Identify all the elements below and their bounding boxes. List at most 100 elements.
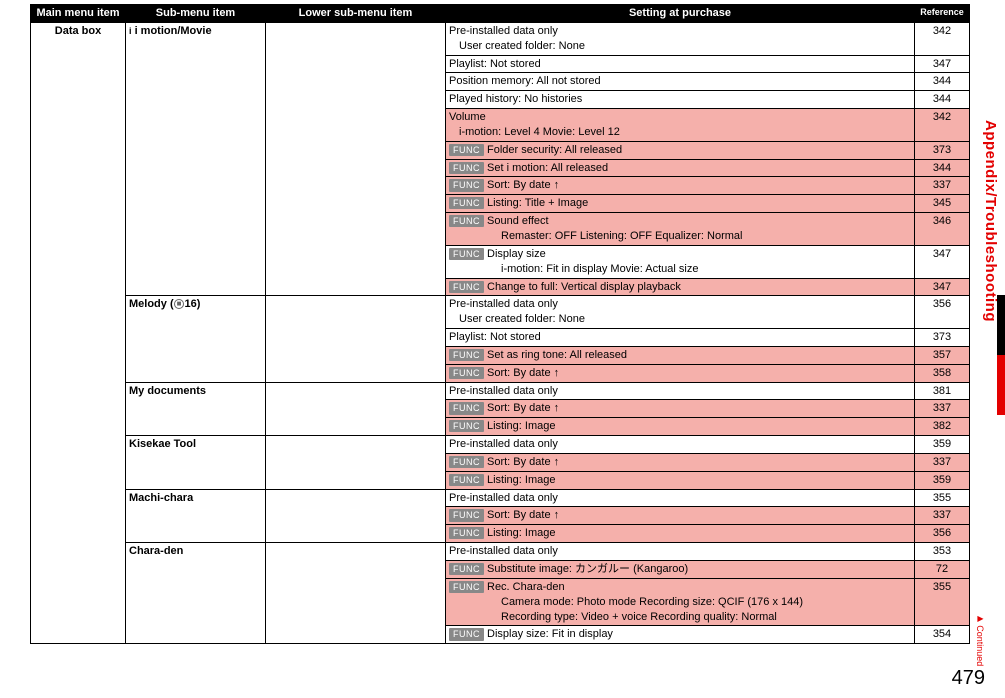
setting-cell: FUNCFolder security: All released <box>446 141 915 159</box>
setting-cell: Playlist: Not stored <box>446 55 915 73</box>
func-icon: FUNC <box>449 581 484 593</box>
reference-cell: 354 <box>915 626 970 644</box>
func-icon: FUNC <box>449 367 484 379</box>
func-icon: FUNC <box>449 420 484 432</box>
lower-sub-menu-cell <box>266 436 446 490</box>
header-set: Setting at purchase <box>446 5 915 23</box>
setting-cell: Position memory: All not stored <box>446 73 915 91</box>
setting-cell: Pre-installed data onlyUser created fold… <box>446 296 915 329</box>
setting-cell: Playlist: Not stored <box>446 329 915 347</box>
sub-menu-cell: Chara-den <box>126 543 266 644</box>
header-ref: Reference <box>915 5 970 23</box>
setting-cell: FUNCSort: By date ↑ <box>446 177 915 195</box>
setting-cell: FUNCSort: By date ↑ <box>446 453 915 471</box>
reference-cell: 337 <box>915 177 970 195</box>
main-menu-cell: Data box <box>31 22 126 643</box>
setting-cell: FUNCListing: Image <box>446 471 915 489</box>
func-icon: FUNC <box>449 509 484 521</box>
reference-cell: 342 <box>915 22 970 55</box>
reference-cell: 345 <box>915 195 970 213</box>
setting-cell: FUNCSet i motion: All released <box>446 159 915 177</box>
reference-cell: 356 <box>915 296 970 329</box>
page-number: 479 <box>952 667 985 690</box>
table-row: My documentsPre-installed data only381 <box>31 382 970 400</box>
reference-cell: 353 <box>915 543 970 561</box>
reference-cell: 337 <box>915 507 970 525</box>
func-icon: FUNC <box>449 349 484 361</box>
lower-sub-menu-cell <box>266 543 446 644</box>
func-icon: FUNC <box>449 162 484 174</box>
side-accent-red <box>997 355 1005 415</box>
table-row: Chara-denPre-installed data only353 <box>31 543 970 561</box>
setting-cell: Pre-installed data only <box>446 489 915 507</box>
reference-cell: 342 <box>915 109 970 142</box>
reference-cell: 337 <box>915 453 970 471</box>
setting-cell: FUNCChange to full: Vertical display pla… <box>446 278 915 296</box>
reference-cell: 344 <box>915 73 970 91</box>
setting-cell: Pre-installed data only <box>446 543 915 561</box>
table-row: Kisekae ToolPre-installed data only359 <box>31 436 970 454</box>
func-icon: FUNC <box>449 197 484 209</box>
sub-menu-cell: Kisekae Tool <box>126 436 266 490</box>
reference-cell: 355 <box>915 489 970 507</box>
setting-cell: FUNCListing: Image <box>446 418 915 436</box>
reference-cell: 373 <box>915 329 970 347</box>
header-low: Lower sub-menu item <box>266 5 446 23</box>
lower-sub-menu-cell <box>266 382 446 436</box>
setting-cell: FUNCListing: Image <box>446 525 915 543</box>
table-row: Melody (■16)Pre-installed data onlyUser … <box>31 296 970 329</box>
reference-cell: 359 <box>915 436 970 454</box>
lower-sub-menu-cell <box>266 296 446 382</box>
setting-cell: Played history: No histories <box>446 91 915 109</box>
setting-cell: FUNCDisplay size: Fit in display <box>446 626 915 644</box>
setting-cell: Pre-installed data only <box>446 382 915 400</box>
setting-cell: FUNCListing: Title + Image <box>446 195 915 213</box>
setting-cell: FUNCSort: By date ↑ <box>446 364 915 382</box>
reference-cell: 347 <box>915 245 970 278</box>
reference-cell: 347 <box>915 278 970 296</box>
header-row: Main menu item Sub-menu item Lower sub-m… <box>31 5 970 23</box>
func-icon: FUNC <box>449 474 484 486</box>
reference-cell: 355 <box>915 578 970 626</box>
setting-cell: FUNCSound effectRemaster: OFF Listening:… <box>446 213 915 246</box>
func-icon: FUNC <box>449 248 484 260</box>
setting-cell: FUNCSort: By date ↑ <box>446 400 915 418</box>
header-main: Main menu item <box>31 5 126 23</box>
func-icon: FUNC <box>449 144 484 156</box>
reference-cell: 373 <box>915 141 970 159</box>
setting-cell: FUNCSubstitute image: カンガルー (Kangaroo) <box>446 561 915 579</box>
func-icon: FUNC <box>449 402 484 414</box>
table-row: Machi-charaPre-installed data only355 <box>31 489 970 507</box>
func-icon: FUNC <box>449 215 484 227</box>
reference-cell: 356 <box>915 525 970 543</box>
settings-table: Main menu item Sub-menu item Lower sub-m… <box>30 4 970 644</box>
setting-cell: FUNCRec. Chara-denCamera mode: Photo mod… <box>446 578 915 626</box>
func-icon: FUNC <box>449 179 484 191</box>
func-icon: FUNC <box>449 456 484 468</box>
sub-menu-cell: My documents <box>126 382 266 436</box>
setting-cell: Pre-installed data onlyUser created fold… <box>446 22 915 55</box>
func-icon: FUNC <box>449 628 484 640</box>
func-icon: FUNC <box>449 281 484 293</box>
lower-sub-menu-cell <box>266 22 446 296</box>
reference-cell: 381 <box>915 382 970 400</box>
func-icon: FUNC <box>449 527 484 539</box>
reference-cell: 72 <box>915 561 970 579</box>
lower-sub-menu-cell <box>266 489 446 543</box>
setting-cell: FUNCSet as ring tone: All released <box>446 346 915 364</box>
header-sub: Sub-menu item <box>126 5 266 23</box>
sub-menu-cell: Machi-chara <box>126 489 266 543</box>
func-icon: FUNC <box>449 563 484 575</box>
reference-cell: 359 <box>915 471 970 489</box>
reference-cell: 337 <box>915 400 970 418</box>
reference-cell: 382 <box>915 418 970 436</box>
sub-menu-cell: i i motion/Movie <box>126 22 266 296</box>
setting-cell: Volumei-motion: Level 4 Movie: Level 12 <box>446 109 915 142</box>
continued-label: Continued <box>975 614 985 666</box>
reference-cell: 358 <box>915 364 970 382</box>
side-tab-label: Appendix/Troubleshooting <box>982 120 999 322</box>
setting-cell: FUNCDisplay sizei-motion: Fit in display… <box>446 245 915 278</box>
table-row: Data boxi i motion/MoviePre-installed da… <box>31 22 970 55</box>
sub-menu-cell: Melody (■16) <box>126 296 266 382</box>
reference-cell: 346 <box>915 213 970 246</box>
